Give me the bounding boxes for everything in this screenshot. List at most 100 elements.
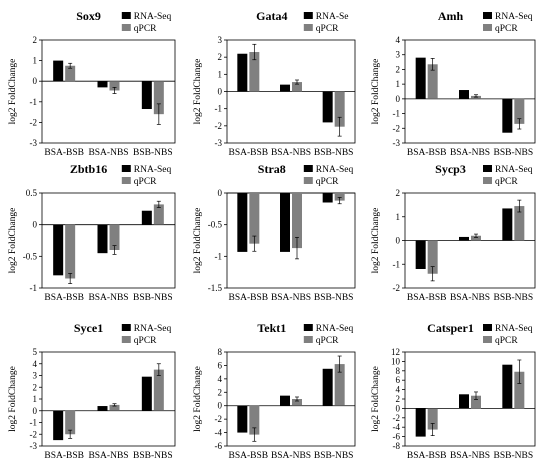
y-tick-label: 2 bbox=[218, 52, 223, 62]
y-axis-label: log2 FoldChange bbox=[371, 59, 381, 125]
plot-frame bbox=[41, 39, 176, 144]
legend-swatch-qpcr bbox=[303, 177, 313, 184]
x-tick-label: BSB-NBS bbox=[133, 451, 173, 461]
x-tick-label: BSA-NBS bbox=[450, 451, 490, 461]
chart-sycp3: -2 -1 0 1 2 BSA-BSB BSA-NBS BSB-NBS Sycp3 RNA-Seq… bbox=[371, 162, 536, 303]
x-tick-label: BSA-NBS bbox=[88, 148, 128, 158]
x-tick-label: BSB-NBS bbox=[494, 293, 534, 303]
bar-rna-seq bbox=[141, 210, 152, 225]
legend-swatch-rna-seq bbox=[303, 12, 313, 19]
y-tick-label: 3 bbox=[33, 371, 38, 381]
plot-frame bbox=[226, 351, 356, 447]
bar-qpcr bbox=[514, 206, 525, 241]
y-tick-label: -2 bbox=[215, 121, 223, 131]
y-tick-label: -2 bbox=[393, 283, 401, 293]
bar-qpcr bbox=[334, 193, 345, 201]
chart-title: Gata4 bbox=[256, 9, 287, 23]
y-axis-label: log2 FoldChange bbox=[371, 208, 381, 274]
y-tick-label: 0 bbox=[218, 188, 223, 198]
y-axis-label: log2 FoldChange bbox=[193, 59, 203, 125]
x-tick-label: BSA-NBS bbox=[271, 148, 311, 158]
y-tick-label: 4 bbox=[33, 359, 38, 369]
bar-rna-seq bbox=[141, 376, 152, 411]
x-tick-label: BSA-NBS bbox=[450, 148, 490, 158]
y-tick-label: -3 bbox=[393, 138, 401, 148]
bar-rna-seq bbox=[322, 91, 333, 123]
legend-label-rna-seq: RNA-Seq bbox=[316, 324, 354, 334]
bar-qpcr bbox=[334, 364, 345, 406]
legend-label-rna-seq: RNA-Seq bbox=[495, 324, 533, 334]
y-axis-label: log2 FoldChange bbox=[371, 366, 381, 432]
legend-label-rna-seq: RNA-Seq bbox=[316, 165, 354, 175]
y-tick-label: 10 bbox=[391, 356, 401, 366]
bar-qpcr bbox=[249, 405, 260, 435]
bar-rna-seq bbox=[322, 368, 333, 406]
legend-swatch-rna-seq bbox=[483, 324, 492, 331]
y-tick-label: 1 bbox=[218, 69, 223, 79]
y-tick-label: -1 bbox=[30, 283, 38, 293]
x-tick-label: BSA-BSB bbox=[407, 293, 447, 303]
legend-label-qpcr: qPCR bbox=[134, 177, 157, 187]
y-axis-label: log2 FoldChange bbox=[193, 366, 203, 432]
bar-rna-seq bbox=[459, 90, 469, 99]
legend-label-qpcr: qPCR bbox=[134, 24, 157, 34]
bar-rna-seq bbox=[280, 193, 290, 252]
bar-rna-seq bbox=[53, 224, 64, 276]
legend-swatch-rna-seq bbox=[483, 12, 492, 19]
bar-rna-seq bbox=[280, 84, 290, 92]
legend-swatch-rna-seq bbox=[121, 165, 131, 172]
y-tick-label: 5 bbox=[33, 347, 38, 357]
bar-rna-seq bbox=[97, 406, 108, 411]
y-tick-label: -2 bbox=[215, 414, 223, 424]
bar-rna-seq bbox=[237, 53, 248, 92]
x-tick-label: BSB-NBS bbox=[314, 293, 354, 303]
y-tick-label: -6 bbox=[215, 441, 223, 451]
bar-qpcr bbox=[292, 193, 302, 249]
bar-qpcr bbox=[292, 399, 302, 406]
y-tick-label: 2 bbox=[396, 188, 401, 198]
y-tick-label: 1 bbox=[396, 79, 401, 89]
legend-swatch-qpcr bbox=[483, 177, 492, 184]
chart-title: Syce1 bbox=[74, 321, 103, 335]
chart-title: Catsper1 bbox=[427, 321, 474, 335]
legend-label-rna-seq: RNA-Se bbox=[316, 12, 349, 22]
y-tick-label: 2 bbox=[218, 387, 223, 397]
bar-qpcr bbox=[153, 204, 164, 225]
y-tick-label: -1 bbox=[215, 104, 223, 114]
bar-rna-seq bbox=[53, 60, 64, 82]
x-tick-label: BSA-BSB bbox=[229, 148, 269, 158]
x-tick-label: BSA-BSB bbox=[407, 451, 447, 461]
y-tick-label: 6 bbox=[396, 375, 401, 385]
y-tick-label: -1 bbox=[393, 109, 401, 119]
bar-rna-seq bbox=[502, 208, 513, 241]
x-tick-label: BSA-NBS bbox=[271, 293, 311, 303]
legend-label-qpcr: qPCR bbox=[495, 336, 518, 346]
legend-swatch-rna-seq bbox=[121, 324, 131, 331]
chart-title: Stra8 bbox=[258, 162, 286, 176]
legend-swatch-qpcr bbox=[303, 24, 313, 31]
legend-label-qpcr: qPCR bbox=[316, 336, 339, 346]
x-tick-label: BSB-NBS bbox=[494, 148, 534, 158]
bar-rna-seq bbox=[97, 224, 108, 254]
legend-label-rna-seq: RNA-Seq bbox=[134, 12, 172, 22]
bar-qpcr bbox=[65, 224, 76, 279]
bar-qpcr bbox=[334, 91, 345, 127]
bar-rna-seq bbox=[502, 98, 513, 133]
bar-rna-seq bbox=[322, 193, 333, 203]
legend-swatch-qpcr bbox=[121, 336, 131, 343]
bar-rna-seq bbox=[415, 57, 426, 99]
y-tick-label: 0 bbox=[33, 76, 38, 86]
y-tick-label: 8 bbox=[396, 366, 401, 376]
bar-rna-seq bbox=[415, 408, 426, 437]
y-tick-label: -6 bbox=[393, 432, 401, 442]
bar-qpcr bbox=[65, 410, 76, 435]
bar-qpcr bbox=[427, 240, 438, 274]
y-tick-label: -3 bbox=[215, 138, 223, 148]
bar-qpcr bbox=[153, 369, 164, 411]
legend-swatch-qpcr bbox=[121, 24, 131, 31]
y-tick-label: -4 bbox=[393, 422, 401, 432]
y-tick-label: 4 bbox=[218, 374, 223, 384]
y-tick-label: -4 bbox=[215, 428, 223, 438]
chart-title: Sycp3 bbox=[435, 162, 466, 176]
